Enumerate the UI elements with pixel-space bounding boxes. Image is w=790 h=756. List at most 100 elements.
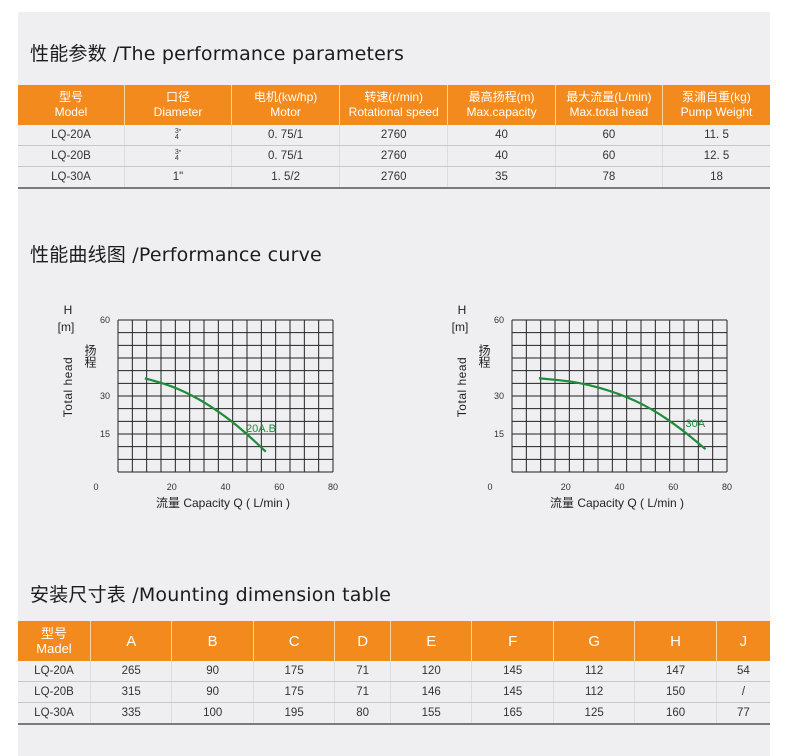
header-dim-e: E bbox=[390, 621, 472, 661]
cell-model: LQ-20B bbox=[18, 681, 91, 703]
cell-speed: 2760 bbox=[339, 125, 448, 146]
x-tick-label: 80 bbox=[328, 482, 338, 492]
cell-model: LQ-20A bbox=[18, 125, 125, 146]
series-line bbox=[538, 377, 707, 451]
curves-title: 性能曲线图 /Performance curve bbox=[30, 244, 322, 266]
cell-model: LQ-20A bbox=[18, 661, 91, 682]
performance-table: 型号 Model 口径 Diameter 电机(kw/hp) Motor 转速(r/m… bbox=[18, 85, 770, 189]
cell-dim-b: 90 bbox=[171, 681, 254, 703]
header-dim-j: J bbox=[715, 621, 770, 661]
y-axis-title: H bbox=[64, 303, 73, 317]
cell-flow: 78 bbox=[554, 166, 663, 189]
cell-dim-h: 147 bbox=[634, 661, 717, 682]
cell-head: 35 bbox=[447, 166, 556, 189]
cell-dim-c: 195 bbox=[252, 702, 335, 725]
cell-diameter: 3 4 " bbox=[123, 145, 232, 167]
cell-weight: 11. 5 bbox=[661, 125, 770, 146]
series-label: 30A bbox=[686, 418, 706, 430]
cell-model: LQ-30A bbox=[18, 702, 91, 725]
cell-diameter: 1" bbox=[123, 166, 232, 189]
header-dim-d: D bbox=[334, 621, 391, 661]
x-tick-label: 20 bbox=[167, 482, 177, 492]
header-dim-c: C bbox=[252, 621, 335, 661]
cell-dim-f: 165 bbox=[471, 702, 554, 725]
header-speed: 转速(r/min) Rotational speed bbox=[339, 85, 448, 125]
cell-dim-f: 145 bbox=[471, 661, 554, 682]
x-tick-label: 0 bbox=[487, 482, 492, 492]
y-axis-unit: [m] bbox=[452, 320, 469, 334]
cell-motor: 1. 5/2 bbox=[231, 166, 340, 189]
cell-dim-j: 54 bbox=[715, 661, 770, 682]
cell-dim-g: 112 bbox=[552, 661, 635, 682]
y-axis-title: H bbox=[458, 303, 467, 317]
cell-weight: 12. 5 bbox=[661, 145, 770, 167]
x-tick-label: 20 bbox=[561, 482, 571, 492]
header-dim-b: B bbox=[171, 621, 254, 661]
cell-speed: 2760 bbox=[339, 166, 448, 189]
cell-dim-d: 71 bbox=[334, 661, 391, 682]
cell-motor: 0. 75/1 bbox=[231, 145, 340, 167]
cell-dim-h: 150 bbox=[634, 681, 717, 703]
performance-chart-1: 0 20 40 60 80 60 30 15 H [m] Total head 扬程流量 Capaci… bbox=[28, 292, 368, 512]
header-model: 型号 Madel bbox=[18, 621, 91, 661]
cell-dim-b: 90 bbox=[171, 661, 254, 682]
cell-dim-a: 265 bbox=[89, 661, 172, 682]
y-tick-label: 15 bbox=[100, 429, 110, 439]
series-label: 20A.B bbox=[246, 423, 276, 435]
x-axis-label: 流量 Capacity Q ( L/min ) bbox=[156, 496, 290, 510]
y-axis-unit: [m] bbox=[58, 320, 75, 334]
cell-motor: 0. 75/1 bbox=[231, 125, 340, 146]
y-axis-label-cn: 扬程 bbox=[477, 343, 491, 369]
cell-model: LQ-20B bbox=[18, 145, 125, 167]
y-axis-label: Total head bbox=[455, 357, 469, 417]
cell-dim-d: 71 bbox=[334, 681, 391, 703]
y-tick-label: 30 bbox=[100, 391, 110, 401]
y-axis-label-cn: 扬程 bbox=[83, 343, 97, 369]
cell-dim-b: 100 bbox=[171, 702, 254, 725]
x-tick-label: 0 bbox=[93, 482, 98, 492]
cell-dim-e: 146 bbox=[390, 681, 472, 703]
y-tick-label: 60 bbox=[100, 315, 110, 325]
header-model: 型号 Model bbox=[18, 85, 125, 125]
header-motor: 电机(kw/hp) Motor bbox=[231, 85, 340, 125]
cell-flow: 60 bbox=[554, 125, 663, 146]
header-dim-a: A bbox=[89, 621, 172, 661]
header-max-head: 最高扬程(m) Max.capacity bbox=[447, 85, 556, 125]
cell-dim-a: 335 bbox=[89, 702, 172, 725]
cell-dim-a: 315 bbox=[89, 681, 172, 703]
cell-dim-g: 125 bbox=[552, 702, 635, 725]
cell-head: 40 bbox=[447, 125, 556, 146]
x-tick-label: 40 bbox=[614, 482, 624, 492]
header-dim-g: G bbox=[552, 621, 635, 661]
header-weight: 泵浦自重(kg) Pump Weight bbox=[661, 85, 770, 125]
x-tick-label: 60 bbox=[274, 482, 284, 492]
table-row: LQ-30A 1" 1. 5/2 2760 35 78 18 bbox=[18, 166, 770, 189]
header-max-flow: 最大流量(L/min) Max.total head bbox=[554, 85, 663, 125]
content-panel: 性能参数 /The performance parameters 型号 Model… bbox=[18, 12, 770, 756]
table-row: LQ-30A 335 100 195 80 155 165 125 160 77 bbox=[18, 702, 770, 725]
cell-dim-e: 155 bbox=[390, 702, 472, 725]
header-dim-f: F bbox=[471, 621, 554, 661]
y-axis-label: Total head bbox=[61, 357, 75, 417]
cell-diameter: 3 4 " bbox=[123, 125, 232, 146]
performance-title: 性能参数 /The performance parameters bbox=[30, 43, 405, 65]
cell-dim-c: 175 bbox=[252, 661, 335, 682]
cell-flow: 60 bbox=[554, 145, 663, 167]
x-tick-label: 80 bbox=[722, 482, 732, 492]
cell-dim-h: 160 bbox=[634, 702, 717, 725]
mounting-title: 安装尺寸表 /Mounting dimension table bbox=[30, 584, 392, 606]
table-row: LQ-20B 315 90 175 71 146 145 112 150/ bbox=[18, 681, 770, 703]
cell-dim-g: 112 bbox=[552, 681, 635, 703]
cell-dim-e: 120 bbox=[390, 661, 472, 682]
y-tick-label: 15 bbox=[494, 429, 504, 439]
cell-dim-c: 175 bbox=[252, 681, 335, 703]
x-tick-label: 40 bbox=[220, 482, 230, 492]
performance-header-row: 型号 Model 口径 Diameter 电机(kw/hp) Motor 转速(r/m… bbox=[18, 85, 770, 125]
y-tick-label: 30 bbox=[494, 391, 504, 401]
performance-chart-2: 0 20 40 60 80 60 30 15 H [m] Total head 扬程 流量 Capaci… bbox=[422, 292, 767, 512]
cell-speed: 2760 bbox=[339, 145, 448, 167]
